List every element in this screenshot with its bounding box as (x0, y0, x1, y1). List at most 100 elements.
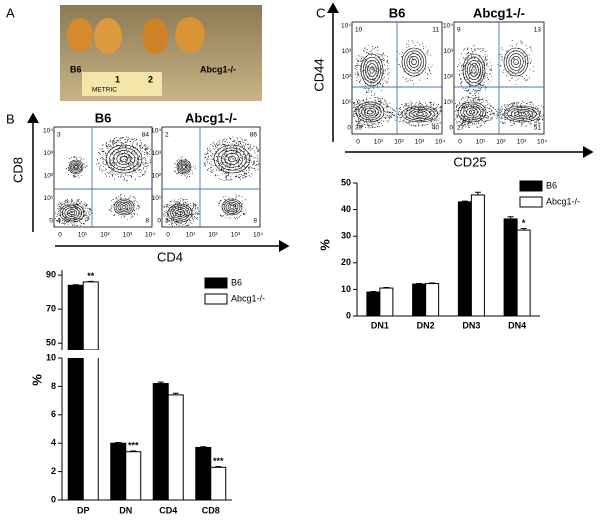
y-tick-label: 8 (51, 381, 56, 391)
x-tick-label: 0 (166, 232, 170, 239)
contour (213, 144, 251, 174)
error-bar (130, 450, 137, 452)
contour (64, 207, 80, 219)
y-tick-label: 10³ (152, 150, 162, 157)
contour (170, 205, 190, 221)
contour (404, 50, 424, 74)
y-axis-label: % (317, 239, 332, 251)
error-bar (115, 441, 122, 444)
bar (366, 291, 381, 316)
quadrant-percent: 84 (142, 132, 150, 139)
bar (457, 201, 472, 316)
contour (172, 207, 188, 219)
error-bar (520, 227, 527, 231)
contour (72, 163, 80, 171)
quadrant-percent: 3 (165, 218, 169, 225)
contour (466, 107, 478, 117)
plot-title: B6 (95, 110, 112, 125)
y-tick-label: 10³ (342, 48, 352, 55)
contour (460, 103, 484, 121)
contour (503, 105, 541, 123)
error-bar (507, 216, 514, 219)
y-tick-label: 10⁴ (151, 128, 161, 135)
axis-label: CD44 (311, 58, 326, 91)
contour (115, 200, 133, 214)
thymus-lobe (175, 17, 205, 53)
y-tick-label: 70 (46, 304, 56, 314)
contour (217, 147, 247, 171)
contour (510, 108, 534, 120)
contour (180, 163, 188, 171)
quadrant-percent: 39 (355, 125, 363, 132)
y-tick-label: 10² (342, 74, 352, 81)
y-tick-label: 10² (44, 173, 54, 180)
y-tick-label: 10¹ (444, 99, 454, 106)
y-axis-label: % (29, 374, 44, 386)
panel-label: C (316, 5, 325, 20)
significance: *** (128, 440, 139, 450)
bar (516, 229, 531, 316)
x-tick-label: 10³ (517, 139, 527, 146)
contour (406, 53, 422, 71)
contour (471, 66, 477, 74)
contour (366, 109, 374, 115)
y-tick-label: 50 (46, 338, 56, 348)
x-tick-label: DP (77, 505, 90, 515)
bar (195, 446, 212, 500)
contour (178, 161, 190, 173)
error-bar (157, 381, 164, 384)
contour (69, 210, 75, 216)
y-tick-label: 10⁴ (43, 128, 53, 135)
contour (167, 203, 193, 223)
bar (210, 466, 227, 500)
significance: *** (213, 456, 224, 466)
bar (67, 358, 84, 500)
bar-group (366, 194, 531, 316)
contour (179, 162, 189, 172)
contour (508, 53, 524, 71)
error-bar (215, 466, 222, 468)
contour (364, 107, 376, 117)
contour (116, 153, 132, 165)
y-tick-label: 0 (51, 494, 56, 504)
bar (82, 281, 99, 350)
plot-title: Abcg1-/- (473, 5, 525, 20)
error-bar (474, 191, 481, 195)
bar (412, 283, 427, 316)
quadrant-percent: 27 (457, 125, 465, 132)
contour (408, 108, 432, 120)
bar (125, 451, 142, 500)
error-bar (416, 283, 423, 285)
contour (369, 66, 375, 74)
contour (513, 58, 519, 66)
quadrant-percent: 4 (57, 218, 61, 225)
contour (518, 112, 526, 116)
contour (463, 105, 481, 119)
y-tick-label: 10² (444, 74, 454, 81)
contour (174, 209, 186, 217)
contour (182, 165, 186, 169)
y-tick-label: 10 (46, 352, 56, 362)
contour (468, 109, 476, 115)
contour (358, 103, 382, 121)
contour (401, 47, 427, 77)
x-tick-label: CD4 (159, 505, 177, 515)
x-tick-label: 10¹ (374, 139, 384, 146)
ruler-mark: 1 (115, 74, 120, 84)
quadrant-percent: 2 (165, 132, 169, 139)
photo-label: B6 (70, 64, 82, 74)
y-tick-label: 2 (51, 466, 56, 476)
panel-label: A (6, 5, 15, 20)
contour (411, 58, 417, 66)
contour (462, 53, 486, 87)
contour (408, 56, 420, 68)
axis-label: CD8 (10, 157, 25, 183)
bar (379, 287, 394, 316)
bar (425, 283, 440, 316)
axis-label: CD25 (453, 154, 486, 169)
contour (59, 203, 85, 223)
contour (228, 155, 236, 163)
photo-label: Abcg1-/- (200, 64, 236, 74)
error-bar (87, 280, 94, 282)
